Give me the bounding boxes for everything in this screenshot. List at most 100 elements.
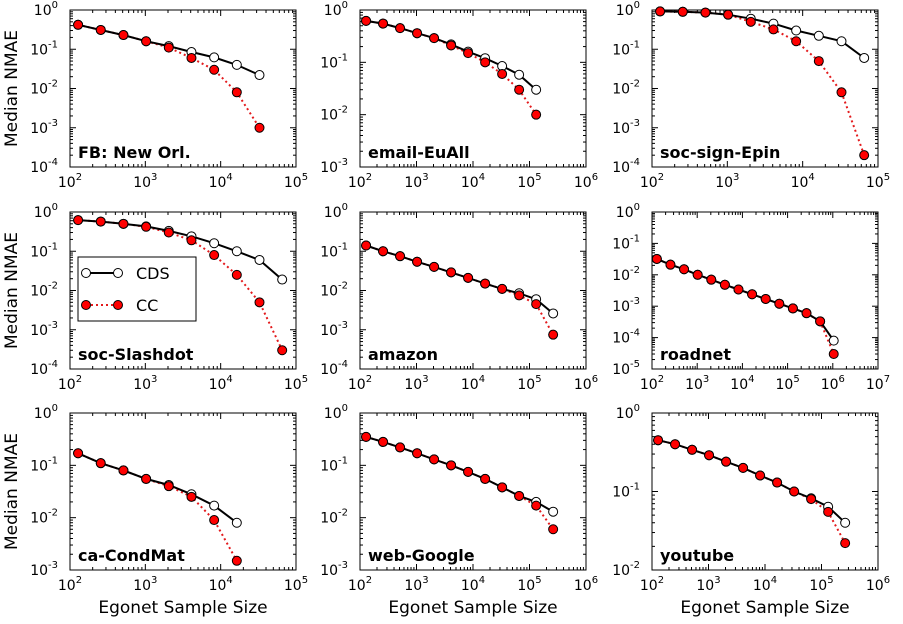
- panel-1: 102 103 104 105 10-4 10-3 10-2 10-1 100 Median NM…: [2, 0, 308, 191]
- y-tick-label: 10-2: [30, 79, 58, 98]
- y-tick-label: 100: [34, 403, 58, 422]
- cc-point: [653, 435, 664, 446]
- cc-point: [186, 491, 197, 502]
- x-tick-label: 105: [866, 172, 890, 191]
- y-tick-label: 100: [34, 0, 58, 19]
- x-tick-label: 107: [866, 374, 890, 393]
- cc-point: [254, 297, 265, 308]
- y-tick-label: 10-2: [612, 560, 640, 579]
- cc-point: [548, 524, 559, 535]
- y-tick-label: 10-3: [30, 560, 58, 579]
- cc-point: [719, 279, 730, 290]
- cc-point: [665, 259, 676, 270]
- cc-point: [787, 303, 798, 314]
- legend-marker-cc: [81, 300, 91, 310]
- cc-point: [446, 267, 457, 278]
- x-tick-label: 102: [348, 374, 372, 393]
- panel-6: 102 103 104 105 106 107 10-5 10-4 10-3 10-2 10-1 10…: [612, 202, 890, 393]
- cc-point: [463, 272, 474, 283]
- cc-series-line: [365, 244, 554, 336]
- y-tick-label: 10-1: [320, 455, 348, 474]
- y-tick-label: 10-1: [612, 482, 640, 501]
- x-tick-label: 105: [517, 575, 541, 594]
- y-tick-label: 10-4: [30, 359, 58, 378]
- cc-point: [277, 345, 288, 356]
- cc-point: [395, 23, 406, 34]
- cds-point: [514, 69, 525, 80]
- cc-point: [760, 293, 771, 304]
- x-tick-label: 104: [791, 172, 815, 191]
- y-tick-label: 10-1: [612, 39, 640, 58]
- cc-point: [531, 299, 542, 310]
- cds-point: [209, 52, 220, 63]
- x-tick-label: 104: [461, 172, 485, 191]
- x-tick-label: 105: [517, 172, 541, 191]
- panel-title: soc-sign-Epin: [660, 143, 780, 162]
- cc-point: [806, 494, 817, 505]
- cc-point: [378, 18, 389, 29]
- x-tick-label: 106: [574, 575, 598, 594]
- cc-point: [95, 458, 106, 469]
- y-tick-label: 10-3: [612, 118, 640, 137]
- x-tick-label: 103: [404, 172, 428, 191]
- cc-point: [412, 448, 423, 459]
- cc-point: [655, 6, 666, 17]
- cc-point: [497, 283, 508, 294]
- panel-title: ca-CondMat: [78, 546, 185, 565]
- cc-point: [429, 33, 440, 44]
- cc-series-line: [365, 435, 554, 530]
- cc-point: [514, 490, 525, 501]
- y-axis-label: Median NMAE: [2, 30, 22, 147]
- panel-7: 102 103 104 105 10-3 10-2 10-1 100 Median NMAE Eg…: [2, 403, 308, 618]
- cc-point: [395, 442, 406, 453]
- cc-point: [768, 24, 779, 35]
- legend: CDS CC: [77, 256, 197, 322]
- y-tick-label: 10-2: [320, 105, 348, 124]
- cc-point: [791, 36, 802, 47]
- cc-point: [463, 466, 474, 477]
- cc-point: [480, 473, 491, 484]
- cc-point: [186, 235, 197, 246]
- cc-point: [118, 465, 129, 476]
- cc-point: [73, 448, 84, 459]
- cc-series-line: [77, 23, 261, 129]
- y-tick-label: 10-2: [30, 281, 58, 300]
- panel-title: youtube: [660, 546, 734, 565]
- y-tick-label: 10-2: [320, 281, 348, 300]
- cc-point: [747, 289, 758, 300]
- cc-point: [141, 221, 152, 232]
- cc-point: [231, 87, 242, 98]
- panel-2: 102 103 104 105 106 10-3 10-2 10-1 100 email-EuAl…: [320, 0, 598, 191]
- legend-marker-cds: [113, 268, 123, 278]
- x-tick-label: 105: [284, 172, 308, 191]
- cc-point: [254, 122, 265, 133]
- cc-point: [378, 246, 389, 257]
- cds-point: [859, 52, 870, 63]
- x-tick-label: 106: [866, 575, 890, 594]
- cc-point: [738, 462, 749, 473]
- x-tick-label: 104: [730, 374, 754, 393]
- cc-point: [687, 444, 698, 455]
- cc-series-line: [78, 219, 284, 351]
- cc-point: [514, 290, 525, 301]
- cc-point: [429, 454, 440, 465]
- x-tick-label: 105: [517, 374, 541, 393]
- y-tick-label: 100: [34, 202, 58, 221]
- cc-point: [141, 473, 152, 484]
- cc-point: [209, 64, 220, 75]
- cc-point: [706, 274, 717, 285]
- axes-frame: [651, 211, 879, 370]
- cc-point: [446, 40, 457, 51]
- cds-series-line: [657, 439, 846, 524]
- x-tick-label: 102: [348, 172, 372, 191]
- cc-point: [141, 36, 152, 47]
- y-tick-label: 10-1: [30, 39, 58, 58]
- x-tick-label: 103: [133, 575, 157, 594]
- cc-point: [480, 278, 491, 289]
- panel-title: roadnet: [660, 345, 731, 364]
- y-tick-label: 10-2: [612, 79, 640, 98]
- y-tick-label: 10-4: [30, 157, 58, 176]
- cc-point: [497, 68, 508, 79]
- x-tick-label: 104: [461, 374, 485, 393]
- x-tick-label: 106: [574, 172, 598, 191]
